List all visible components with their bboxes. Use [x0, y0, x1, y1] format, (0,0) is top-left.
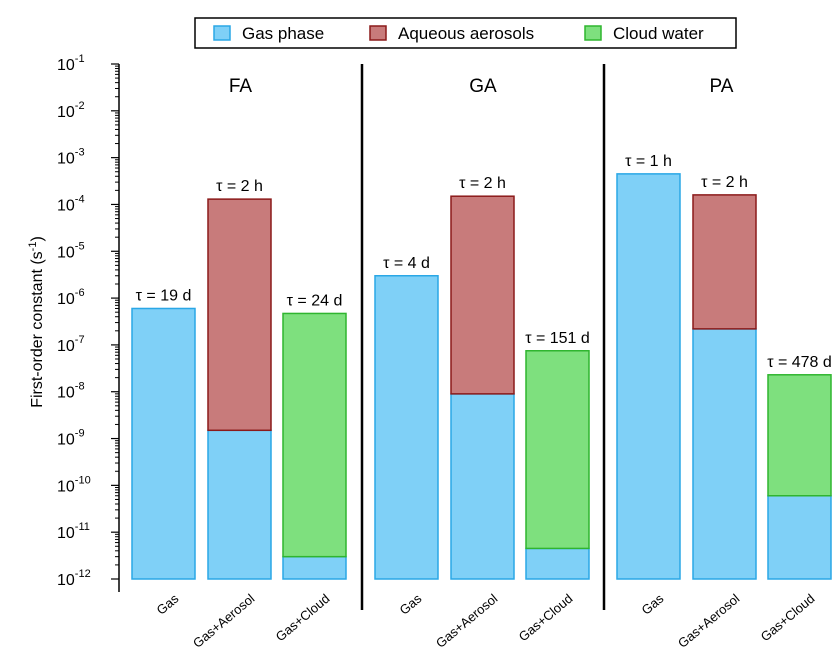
legend-label-2: Cloud water	[613, 24, 704, 43]
y-tick-label: 10-4	[57, 193, 85, 214]
bar-segment-gas	[767, 495, 832, 580]
y-tick-label: 10-12	[57, 568, 91, 589]
bar-gas: τ = 4 d Gas	[374, 255, 439, 618]
plot-area: FA τ = 19 d Gas τ = 2 h Gas+Aerosol τ = 24 d G…	[131, 76, 832, 651]
bar-segment-gas	[282, 555, 347, 580]
y-tick-label: 10-7	[57, 334, 85, 355]
tau-label: τ = 2 h	[701, 174, 748, 191]
x-tick-label: Gas+Aerosol	[190, 591, 258, 651]
panel-title: PA	[710, 76, 734, 97]
y-axis-title: First-order constant (s-1)	[27, 236, 46, 408]
bar-segment-gas	[616, 173, 681, 580]
y-tick-label: 10-2	[57, 100, 85, 121]
x-tick-label: Gas+Cloud	[273, 591, 333, 645]
x-tick-label: Gas	[154, 590, 182, 617]
bar-segment-gas	[207, 429, 272, 580]
legend-box	[194, 17, 737, 49]
bar-gas: τ = 1 h Gas	[616, 153, 681, 618]
x-tick-label: Gas+Aerosol	[675, 591, 743, 651]
bar-gas-aerosol: τ = 2 h Gas+Aerosol	[190, 178, 272, 651]
legend-label-0: Gas phase	[242, 24, 324, 43]
bar-gas-cloud: τ = 478 d Gas+Cloud	[758, 354, 832, 645]
bar-segment-cloud	[767, 374, 832, 497]
x-tick-label: Gas	[397, 590, 425, 617]
y-tick-label: 10-9	[57, 428, 85, 449]
tau-label: τ = 4 d	[383, 255, 430, 272]
bar-segment-gas	[692, 328, 757, 580]
legend-swatch-2	[584, 25, 602, 41]
tau-label: τ = 478 d	[767, 354, 832, 371]
legend-label-1: Aqueous aerosols	[398, 24, 534, 43]
bar-segment-gas	[374, 275, 439, 580]
x-tick-label: Gas	[639, 590, 667, 617]
x-tick-label: Gas+Aerosol	[433, 591, 501, 651]
bar-segment-gas	[525, 547, 590, 580]
y-tick-label: 10-11	[57, 521, 90, 542]
x-tick-label: Gas+Cloud	[758, 591, 818, 645]
panel-fa: FA τ = 19 d Gas τ = 2 h Gas+Aerosol τ = 24 d G…	[131, 76, 347, 651]
legend-swatch-0	[213, 25, 231, 41]
y-axis-label: First-order constant (s-1)	[27, 236, 46, 408]
tau-label: τ = 2 h	[459, 175, 506, 192]
tau-label: τ = 19 d	[136, 287, 192, 304]
bar-segment-cloud	[525, 350, 590, 550]
x-tick-label: Gas+Cloud	[516, 591, 576, 645]
y-tick-label: 10-10	[57, 474, 91, 495]
panel-ga: GA τ = 4 d Gas τ = 2 h Gas+Aerosol τ = 151 d G…	[374, 76, 590, 651]
panel-dividers	[118, 64, 606, 610]
y-tick-label: 10-5	[57, 240, 85, 261]
y-tick-label: 10-6	[57, 287, 85, 308]
bar-gas-aerosol: τ = 2 h Gas+Aerosol	[675, 174, 757, 651]
bar-gas-cloud: τ = 24 d Gas+Cloud	[273, 292, 347, 645]
tau-label: τ = 2 h	[216, 178, 263, 195]
y-axis: 10-12 10-11 10-10 10-9 10-8 10-7 10-6 10-5 10-4 1…	[57, 53, 120, 589]
tau-label: τ = 24 d	[287, 292, 343, 309]
bar-gas: τ = 19 d Gas	[131, 287, 196, 618]
legend-swatch-1	[369, 25, 387, 41]
bar-gas-cloud: τ = 151 d Gas+Cloud	[516, 330, 590, 645]
panel-title: GA	[469, 76, 497, 97]
y-tick-label: 10-8	[57, 381, 85, 402]
bar-gas-aerosol: τ = 2 h Gas+Aerosol	[433, 175, 515, 651]
tau-label: τ = 151 d	[525, 330, 590, 347]
panel-title: FA	[229, 76, 253, 97]
bar-segment-gas	[131, 307, 196, 580]
tau-label: τ = 1 h	[625, 153, 672, 170]
bar-segment-aerosol	[450, 195, 515, 395]
bar-segment-aerosol	[692, 194, 757, 330]
legend: Gas phase Aqueous aerosols Cloud water	[194, 17, 737, 49]
y-tick-label: 10-1	[57, 53, 85, 74]
bar-segment-aerosol	[207, 198, 272, 432]
y-tick-label: 10-3	[57, 147, 85, 168]
bar-segment-cloud	[282, 312, 347, 558]
panel-pa: PA τ = 1 h Gas τ = 2 h Gas+Aerosol τ = 478 d G…	[616, 76, 832, 651]
bar-segment-gas	[450, 393, 515, 580]
